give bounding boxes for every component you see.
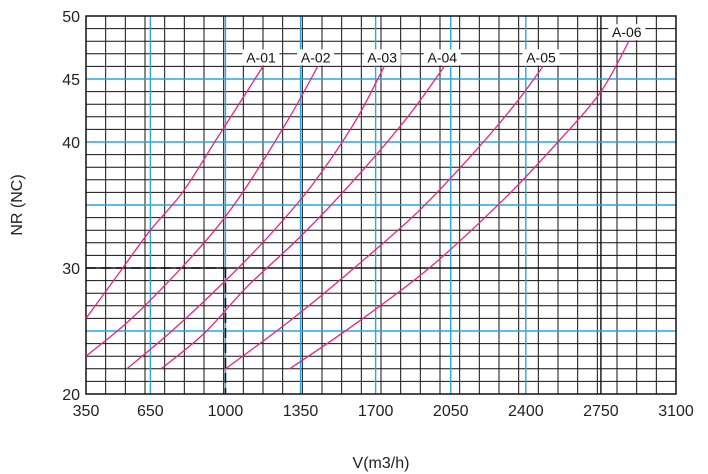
y-tick-label: 45	[62, 72, 80, 89]
series-label-background	[242, 49, 280, 66]
y-tick-labels: 20 30 40 45 50	[62, 9, 80, 404]
series-curve-a-01	[85, 66, 264, 319]
series-curve-a-02	[85, 66, 319, 357]
x-tick-label: 3100	[658, 403, 694, 420]
series-label-a-03: A-03	[367, 49, 397, 65]
x-tick-label: 350	[73, 403, 100, 420]
series-curve-a-05	[225, 66, 544, 370]
x-tick-label: 1700	[358, 403, 394, 420]
x-tick-label: 650	[137, 403, 164, 420]
y-axis-label: NR (NC)	[9, 174, 26, 235]
x-tick-label: 2400	[508, 403, 544, 420]
series-label-background	[297, 49, 335, 66]
series-label-a-05: A-05	[526, 49, 556, 65]
y-tick-label: 30	[62, 261, 80, 278]
series-curve-a-06	[289, 40, 630, 370]
x-tick-labels: 350 650 1000 1350 1700 2050 2400 2750 3100	[73, 403, 694, 420]
plot-frame	[85, 15, 677, 395]
series-labels: A-01 A-02 A-03 A-04 A-05 A-06	[242, 24, 646, 66]
x-tick-label: 2750	[583, 403, 619, 420]
series-curve-a-04	[160, 66, 445, 370]
series-label-a-04: A-04	[428, 49, 458, 65]
x-axis-label: V(m3/h)	[353, 455, 410, 472]
series-label-a-01: A-01	[246, 49, 276, 65]
series-label-a-06: A-06	[612, 24, 642, 40]
y-tick-label: 20	[62, 387, 80, 404]
series-curves	[85, 40, 630, 370]
y-tick-label: 40	[62, 135, 80, 152]
x-tick-label: 1350	[283, 403, 319, 420]
reference-guides	[86, 267, 227, 394]
x-tick-label: 1000	[208, 403, 244, 420]
series-curve-a-03	[126, 66, 385, 370]
series-label-background	[522, 49, 560, 66]
series-label-background	[608, 24, 646, 41]
x-tick-label: 2050	[433, 403, 469, 420]
series-label-background	[363, 49, 401, 66]
series-label-a-02: A-02	[301, 49, 331, 65]
y-tick-label: 50	[62, 9, 80, 26]
series-label-background	[423, 49, 461, 66]
